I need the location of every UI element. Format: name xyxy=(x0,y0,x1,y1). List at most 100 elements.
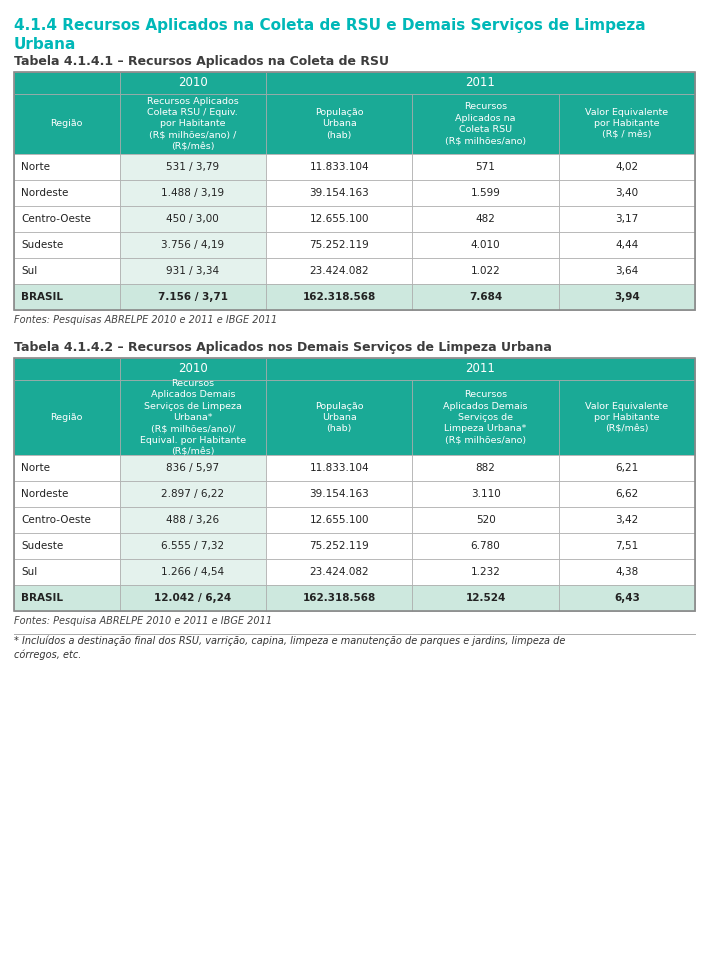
Text: Recursos
Aplicados Demais
Serviços de
Limpeza Urbana*
(R$ milhões/ano): Recursos Aplicados Demais Serviços de Li… xyxy=(443,390,527,445)
Bar xyxy=(14,180,120,206)
Text: Fontes: Pesquisas ABRELPE 2010 e 2011 e IBGE 2011: Fontes: Pesquisas ABRELPE 2010 e 2011 e … xyxy=(14,315,277,325)
Text: Valor Equivalente
por Habitante
(R$/mês): Valor Equivalente por Habitante (R$/mês) xyxy=(586,402,669,433)
Bar xyxy=(266,507,413,533)
Text: 162.318.568: 162.318.568 xyxy=(303,593,376,603)
Text: 1.266 / 4,54: 1.266 / 4,54 xyxy=(161,567,224,577)
Text: 6,62: 6,62 xyxy=(615,489,639,499)
Text: 2010: 2010 xyxy=(178,363,208,376)
Bar xyxy=(266,180,413,206)
Text: Fontes: Pesquisa ABRELPE 2010 e 2011 e IBGE 2011: Fontes: Pesquisa ABRELPE 2010 e 2011 e I… xyxy=(14,616,272,626)
Bar xyxy=(120,533,266,559)
Text: 1.599: 1.599 xyxy=(471,188,501,198)
Text: 2010: 2010 xyxy=(178,77,208,90)
Text: 1.022: 1.022 xyxy=(471,266,501,276)
Bar xyxy=(14,258,120,284)
Text: 12.524: 12.524 xyxy=(465,593,506,603)
Bar xyxy=(266,585,413,611)
Text: 3,40: 3,40 xyxy=(615,188,639,198)
Bar xyxy=(14,206,120,232)
Text: Sul: Sul xyxy=(21,567,38,577)
Bar xyxy=(120,358,266,380)
Bar xyxy=(559,481,695,507)
Text: 12.655.100: 12.655.100 xyxy=(309,214,369,224)
Text: 6,43: 6,43 xyxy=(614,593,640,603)
Bar xyxy=(266,258,413,284)
Text: 6.555 / 7,32: 6.555 / 7,32 xyxy=(161,541,224,551)
Bar xyxy=(14,585,120,611)
Bar xyxy=(120,380,266,455)
Text: Norte: Norte xyxy=(21,463,50,473)
Bar xyxy=(14,232,120,258)
Text: Tabela 4.1.4.2 – Recursos Aplicados nos Demais Serviços de Limpeza Urbana: Tabela 4.1.4.2 – Recursos Aplicados nos … xyxy=(14,341,552,354)
Bar xyxy=(120,507,266,533)
Bar xyxy=(413,533,559,559)
Bar xyxy=(14,358,120,380)
Text: 836 / 5,97: 836 / 5,97 xyxy=(166,463,219,473)
Bar xyxy=(120,258,266,284)
Text: Região: Região xyxy=(50,413,83,422)
Text: 162.318.568: 162.318.568 xyxy=(303,292,376,302)
Bar xyxy=(120,94,266,154)
Bar xyxy=(413,507,559,533)
Bar xyxy=(120,284,266,310)
Bar xyxy=(559,232,695,258)
Bar xyxy=(413,284,559,310)
Text: 75.252.119: 75.252.119 xyxy=(309,541,369,551)
Text: 11.833.104: 11.833.104 xyxy=(309,162,369,172)
Bar xyxy=(266,358,695,380)
Bar xyxy=(120,72,266,94)
Text: 4,02: 4,02 xyxy=(615,162,639,172)
Text: Recursos
Aplicados Demais
Serviços de Limpeza
Urbana*
(R$ milhões/ano)/
Equival.: Recursos Aplicados Demais Serviços de Li… xyxy=(140,378,246,456)
Bar xyxy=(14,94,120,154)
Bar xyxy=(413,180,559,206)
Text: Nordeste: Nordeste xyxy=(21,188,68,198)
Bar xyxy=(266,455,413,481)
Bar xyxy=(266,72,695,94)
Text: 4,38: 4,38 xyxy=(615,567,639,577)
Text: Norte: Norte xyxy=(21,162,50,172)
Text: 520: 520 xyxy=(476,515,496,525)
Bar xyxy=(14,72,120,94)
Bar xyxy=(559,380,695,455)
Bar xyxy=(14,481,120,507)
Bar xyxy=(14,284,120,310)
Bar xyxy=(120,206,266,232)
Text: 571: 571 xyxy=(476,162,496,172)
Text: Nordeste: Nordeste xyxy=(21,489,68,499)
Bar xyxy=(413,455,559,481)
Text: População
Urbana
(hab): População Urbana (hab) xyxy=(315,402,364,433)
Bar xyxy=(559,154,695,180)
Text: 3,94: 3,94 xyxy=(614,292,640,302)
Bar xyxy=(559,206,695,232)
Bar xyxy=(266,154,413,180)
Bar xyxy=(14,154,120,180)
Text: Tabela 4.1.4.1 – Recursos Aplicados na Coleta de RSU: Tabela 4.1.4.1 – Recursos Aplicados na C… xyxy=(14,55,389,68)
Bar xyxy=(120,559,266,585)
Text: 531 / 3,79: 531 / 3,79 xyxy=(166,162,219,172)
Text: 7.684: 7.684 xyxy=(469,292,502,302)
Text: 450 / 3,00: 450 / 3,00 xyxy=(167,214,219,224)
Bar xyxy=(14,72,695,310)
Bar xyxy=(266,206,413,232)
Text: 882: 882 xyxy=(476,463,496,473)
Bar xyxy=(559,284,695,310)
Bar xyxy=(266,481,413,507)
Text: 12.655.100: 12.655.100 xyxy=(309,515,369,525)
Bar xyxy=(266,559,413,585)
Bar xyxy=(120,180,266,206)
Text: População
Urbana
(hab): População Urbana (hab) xyxy=(315,108,364,140)
Bar xyxy=(14,358,695,611)
Bar xyxy=(14,559,120,585)
Text: 931 / 3,34: 931 / 3,34 xyxy=(166,266,219,276)
Text: 1.232: 1.232 xyxy=(471,567,501,577)
Text: 12.042 / 6,24: 12.042 / 6,24 xyxy=(154,593,231,603)
Bar xyxy=(413,481,559,507)
Bar xyxy=(14,455,120,481)
Bar xyxy=(120,232,266,258)
Text: 3,64: 3,64 xyxy=(615,266,639,276)
Bar xyxy=(14,533,120,559)
Bar xyxy=(120,455,266,481)
Text: 23.424.082: 23.424.082 xyxy=(309,266,369,276)
Text: 1.488 / 3,19: 1.488 / 3,19 xyxy=(161,188,224,198)
Text: 4.010: 4.010 xyxy=(471,240,501,250)
